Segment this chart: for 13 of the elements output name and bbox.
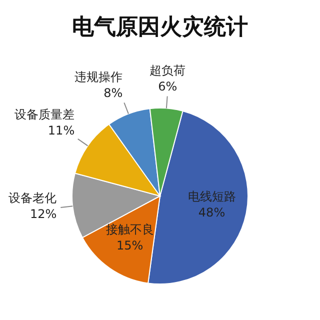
slice-label: 违规操作 xyxy=(74,70,123,84)
data-label: 8% xyxy=(104,86,123,100)
slice-label: 超负荷 xyxy=(150,63,186,78)
data-label: 6% xyxy=(158,79,178,94)
slice-label: 设备质量差 xyxy=(14,108,75,122)
data-label: 11% xyxy=(48,124,75,138)
data-label: 12% xyxy=(30,206,57,221)
chart-title: 电气原因火灾统计 xyxy=(72,14,248,40)
slice-label: 设备老化 xyxy=(8,190,57,205)
data-label: 15% xyxy=(116,238,144,252)
slice-label: 接触不良 xyxy=(106,222,154,236)
data-label: 48% xyxy=(198,205,226,220)
slice-label: 电线短路 xyxy=(188,189,236,204)
